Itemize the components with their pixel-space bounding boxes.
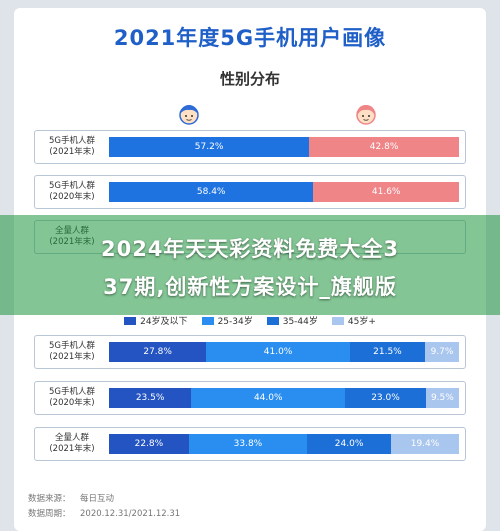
data-label: 57.2% [194, 142, 224, 152]
category-label: 5G手机人群 (2020年末) [49, 387, 95, 408]
data-label: 58.4% [196, 187, 226, 197]
bar-segment: 9.7% [425, 342, 459, 362]
bar-segment: 44.0% [191, 388, 346, 408]
category-label: 5G手机人群 (2021年末) [49, 341, 95, 362]
bar-segment: 33.8% [188, 434, 308, 454]
chart-row: 5G手机人群 (2021年末) 27.8% 41.0% 21.5% 9.7% [34, 335, 466, 369]
data-label: 9.5% [430, 393, 454, 403]
legend-label: 35-44岁 [282, 317, 318, 327]
data-label: 19.4% [410, 439, 440, 449]
legend-label: 25-34岁 [217, 317, 253, 327]
legend-item: 45岁+ [331, 314, 376, 327]
watermark-banner: 2024年天天彩资料免费大全3 37期,创新性方案设计_旗舰版 [0, 215, 500, 315]
bar-segment: 41.6% [313, 182, 459, 202]
bar-segment: 42.8% [309, 137, 459, 157]
male-face-icon [179, 105, 199, 125]
chart-row: 全量人群 (2021年末) 22.8% 33.8% 24.0% 19.4% [34, 427, 466, 461]
bar-segment: 19.4% [391, 434, 459, 454]
data-label: 42.8% [369, 142, 399, 152]
bar-segment: 22.8% [109, 434, 189, 454]
bar-segment: 23.5% [109, 388, 192, 408]
data-label: 33.8% [233, 439, 263, 449]
data-label: 24.0% [334, 439, 364, 449]
banner-line-1: 2024年天天彩资料免费大全3 [100, 237, 400, 261]
data-label: 41.6% [371, 187, 401, 197]
legend-swatch [331, 316, 344, 325]
source-key: 数据来源： [28, 494, 71, 504]
section-title-gender: 性别分布 [219, 70, 280, 88]
bar-segment: 41.0% [206, 342, 350, 362]
bar-segment: 58.4% [109, 182, 314, 202]
footer-period: 数据周期： 2020.12.31/2021.12.31 [28, 507, 180, 519]
category-label: 5G手机人群 (2021年末) [49, 136, 95, 157]
bar-segment: 21.5% [349, 342, 426, 362]
legend-label: 24岁及以下 [140, 317, 188, 327]
data-label: 21.5% [373, 347, 402, 357]
legend-item: 25-34岁 [201, 314, 253, 327]
data-label: 22.8% [134, 439, 164, 449]
legend-item: 24岁及以下 [124, 314, 188, 327]
bar-segment: 27.8% [109, 342, 207, 362]
data-label: 41.0% [263, 347, 293, 357]
category-label: 全量人群 (2021年末) [49, 433, 95, 454]
page-title: 2021年度5G手机用户画像 [113, 26, 387, 50]
banner-line-2: 37期,创新性方案设计_旗舰版 [103, 275, 397, 299]
female-face-icon [356, 105, 376, 125]
footer-source: 数据来源： 每日互动 [28, 492, 114, 504]
age-legend: 24岁及以下 25-34岁 35-44岁 45岁+ [0, 314, 500, 327]
data-label: 23.0% [371, 393, 400, 403]
data-label: 9.7% [430, 347, 454, 357]
bar-segment: 57.2% [109, 137, 310, 157]
bar-segment: 9.5% [425, 388, 459, 408]
legend-swatch [266, 316, 279, 325]
period-value: 2020.12.31/2021.12.31 [80, 509, 181, 519]
bar-segment: 24.0% [307, 434, 392, 454]
chart-row: 5G手机人群 (2020年末) 58.4% 41.6% [34, 175, 466, 209]
chart-row: 5G手机人群 (2021年末) 57.2% 42.8% [34, 130, 466, 164]
data-label: 27.8% [143, 347, 172, 357]
legend-item: 35-44岁 [266, 314, 318, 327]
bar-segment: 23.0% [345, 388, 426, 408]
category-label: 5G手机人群 (2020年末) [49, 181, 95, 202]
source-value: 每日互动 [80, 494, 115, 504]
data-label: 44.0% [253, 393, 283, 403]
period-key: 数据周期： [28, 509, 71, 519]
legend-swatch [201, 316, 214, 325]
data-label: 23.5% [135, 393, 165, 403]
chart-row: 5G手机人群 (2020年末) 23.5% 44.0% 23.0% 9.5% [34, 381, 466, 415]
legend-swatch [124, 316, 137, 325]
legend-label: 45岁+ [347, 317, 376, 327]
